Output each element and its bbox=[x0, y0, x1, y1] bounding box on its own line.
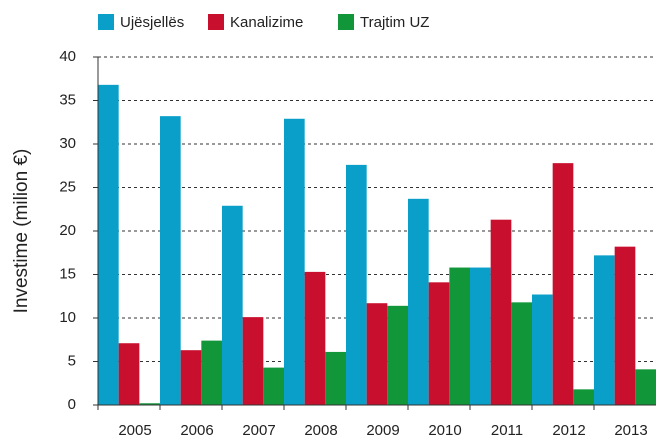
bar bbox=[118, 343, 140, 405]
bar bbox=[346, 164, 367, 405]
y-tick-label: 40 bbox=[59, 48, 76, 65]
x-tick-label: 2006 bbox=[180, 422, 213, 439]
bar bbox=[222, 205, 243, 405]
bar bbox=[180, 350, 202, 405]
x-tick-label: 2005 bbox=[118, 422, 151, 439]
legend-swatch bbox=[98, 14, 114, 30]
x-tick-label: 2009 bbox=[366, 422, 399, 439]
bar bbox=[325, 351, 346, 405]
y-axis-label: Investime (milion €) bbox=[11, 149, 32, 314]
bar bbox=[387, 305, 408, 405]
bar bbox=[98, 84, 119, 405]
y-tick-label: 10 bbox=[59, 309, 76, 326]
y-tick-label: 15 bbox=[59, 265, 76, 282]
y-tick-label: 35 bbox=[59, 91, 76, 108]
x-tick-label: 2012 bbox=[552, 422, 585, 439]
bar bbox=[490, 219, 512, 405]
y-tick-label: 25 bbox=[59, 178, 76, 195]
x-tick-label: 2007 bbox=[242, 422, 275, 439]
x-tick-label: 2008 bbox=[304, 422, 337, 439]
bar bbox=[284, 118, 305, 406]
bar bbox=[139, 403, 160, 405]
bar bbox=[635, 369, 656, 405]
legend-label: Ujësjellës bbox=[120, 14, 184, 31]
x-tick-label: 2013 bbox=[614, 422, 647, 439]
bar bbox=[532, 294, 553, 405]
legend-label: Trajtim UZ bbox=[360, 14, 429, 31]
legend-swatch bbox=[208, 14, 224, 30]
bar bbox=[552, 163, 574, 405]
y-tick-label: 5 bbox=[68, 352, 76, 369]
bar bbox=[160, 116, 181, 405]
bar bbox=[449, 267, 470, 405]
bar bbox=[428, 282, 450, 405]
bar bbox=[594, 255, 615, 405]
bar bbox=[573, 389, 594, 405]
bar bbox=[366, 303, 388, 405]
y-tick-label: 20 bbox=[59, 222, 76, 239]
legend-swatch bbox=[338, 14, 354, 30]
y-tick-label: 0 bbox=[68, 396, 76, 413]
bar bbox=[304, 271, 326, 405]
bar bbox=[470, 267, 491, 405]
bar bbox=[511, 302, 532, 405]
bar bbox=[242, 317, 264, 405]
y-tick-label: 30 bbox=[59, 135, 76, 152]
x-tick-label: 2011 bbox=[491, 422, 523, 439]
bar bbox=[614, 246, 636, 405]
bar bbox=[263, 367, 284, 405]
x-tick-label: 2010 bbox=[428, 422, 461, 439]
legend-label: Kanalizime bbox=[230, 14, 303, 31]
bar bbox=[201, 340, 222, 405]
bar bbox=[408, 198, 429, 405]
